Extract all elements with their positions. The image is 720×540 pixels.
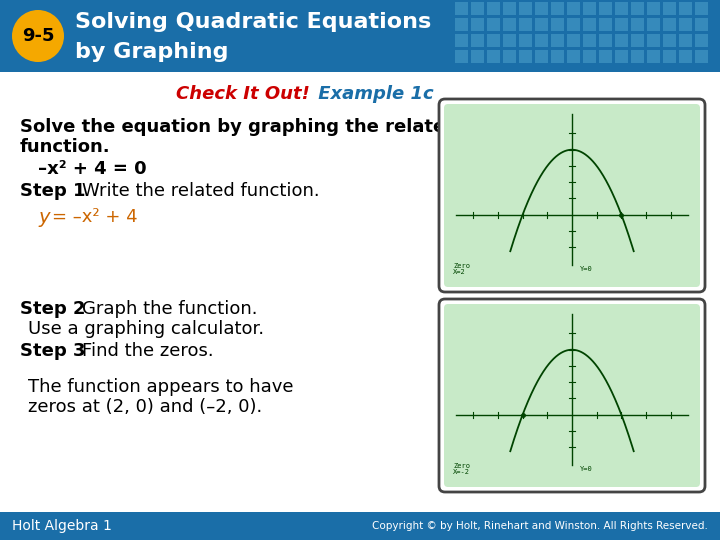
Text: y: y xyxy=(38,208,50,227)
Bar xyxy=(567,50,580,63)
Bar xyxy=(567,34,580,47)
Text: Copyright © by Holt, Rinehart and Winston. All Rights Reserved.: Copyright © by Holt, Rinehart and Winsto… xyxy=(372,521,708,531)
Bar xyxy=(679,2,692,15)
Bar xyxy=(519,50,532,63)
Bar xyxy=(567,18,580,31)
Text: by Graphing: by Graphing xyxy=(75,42,228,62)
Bar xyxy=(679,50,692,63)
Bar xyxy=(631,2,644,15)
Bar xyxy=(487,34,500,47)
Bar xyxy=(503,34,516,47)
Bar xyxy=(535,18,548,31)
Bar xyxy=(0,0,720,72)
Text: Check It Out!: Check It Out! xyxy=(176,85,310,103)
Bar xyxy=(567,2,580,15)
Text: Y=0: Y=0 xyxy=(580,466,593,472)
Text: 9-5: 9-5 xyxy=(22,27,54,45)
Bar xyxy=(551,2,564,15)
Bar xyxy=(647,50,660,63)
Bar xyxy=(535,2,548,15)
FancyBboxPatch shape xyxy=(439,99,705,292)
Bar xyxy=(471,18,484,31)
Bar xyxy=(647,2,660,15)
Text: Step 2: Step 2 xyxy=(20,300,86,318)
Bar xyxy=(503,2,516,15)
Text: Use a graphing calculator.: Use a graphing calculator. xyxy=(28,320,264,338)
Text: function.: function. xyxy=(20,138,111,156)
Text: Holt Algebra 1: Holt Algebra 1 xyxy=(12,519,112,533)
Bar xyxy=(647,18,660,31)
Bar xyxy=(551,50,564,63)
FancyBboxPatch shape xyxy=(444,104,700,287)
Bar xyxy=(599,2,612,15)
Bar xyxy=(487,50,500,63)
Bar xyxy=(0,512,720,540)
Bar xyxy=(599,50,612,63)
Bar xyxy=(615,50,628,63)
Bar xyxy=(583,50,596,63)
Text: Solving Quadratic Equations: Solving Quadratic Equations xyxy=(75,12,431,32)
Bar xyxy=(455,34,468,47)
Bar xyxy=(599,18,612,31)
Bar xyxy=(487,18,500,31)
Bar xyxy=(471,50,484,63)
Bar xyxy=(631,34,644,47)
Bar xyxy=(663,18,676,31)
Circle shape xyxy=(12,10,64,62)
Text: –x² + 4 = 0: –x² + 4 = 0 xyxy=(38,160,147,178)
Text: Zero
X=2: Zero X=2 xyxy=(453,263,470,275)
Text: Y=0: Y=0 xyxy=(580,266,593,272)
Text: Solve the equation by graphing the related: Solve the equation by graphing the relat… xyxy=(20,118,458,136)
Bar xyxy=(519,2,532,15)
FancyBboxPatch shape xyxy=(444,304,700,487)
Bar xyxy=(663,50,676,63)
Bar xyxy=(679,34,692,47)
Bar xyxy=(503,18,516,31)
Bar xyxy=(519,34,532,47)
Bar xyxy=(679,18,692,31)
Bar xyxy=(471,2,484,15)
Bar xyxy=(583,2,596,15)
Text: Step 3: Step 3 xyxy=(20,342,86,360)
Text: Write the related function.: Write the related function. xyxy=(82,182,320,200)
Text: Find the zeros.: Find the zeros. xyxy=(82,342,214,360)
Bar xyxy=(663,34,676,47)
Bar xyxy=(695,34,708,47)
Text: zeros at (2, 0) and (–2, 0).: zeros at (2, 0) and (–2, 0). xyxy=(28,398,262,416)
Bar xyxy=(519,18,532,31)
Bar xyxy=(455,50,468,63)
Bar xyxy=(583,18,596,31)
Bar xyxy=(695,18,708,31)
Bar xyxy=(695,2,708,15)
Text: Graph the function.: Graph the function. xyxy=(82,300,258,318)
Bar xyxy=(583,34,596,47)
Bar xyxy=(455,2,468,15)
Bar xyxy=(471,34,484,47)
Text: The function appears to have: The function appears to have xyxy=(28,378,294,396)
Text: Example 1c: Example 1c xyxy=(312,85,433,103)
Bar xyxy=(695,50,708,63)
Bar xyxy=(663,2,676,15)
Bar xyxy=(535,50,548,63)
Bar xyxy=(615,18,628,31)
FancyBboxPatch shape xyxy=(439,299,705,492)
Bar xyxy=(503,50,516,63)
Bar xyxy=(631,18,644,31)
Bar xyxy=(631,50,644,63)
Text: Zero
X=-2: Zero X=-2 xyxy=(453,463,470,475)
Bar xyxy=(551,34,564,47)
Bar xyxy=(615,2,628,15)
Bar xyxy=(599,34,612,47)
Text: = –x² + 4: = –x² + 4 xyxy=(52,208,138,226)
Bar xyxy=(455,18,468,31)
Text: Step 1: Step 1 xyxy=(20,182,86,200)
Bar xyxy=(551,18,564,31)
Bar xyxy=(487,2,500,15)
Bar xyxy=(535,34,548,47)
Bar xyxy=(615,34,628,47)
Bar xyxy=(647,34,660,47)
